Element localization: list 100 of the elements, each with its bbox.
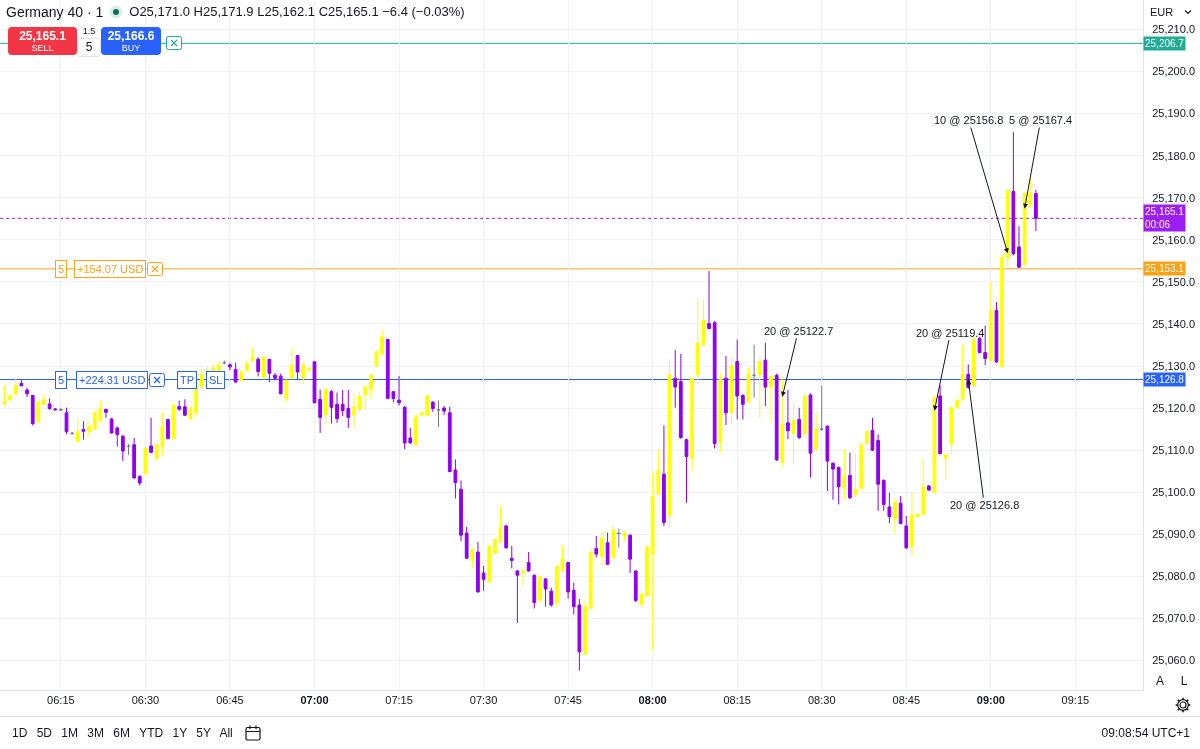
- candlestick: [876, 433, 880, 512]
- candlestick: [233, 362, 238, 384]
- candlestick: [470, 547, 475, 569]
- x-tick-label: 09:00: [976, 694, 1005, 707]
- candlestick: [678, 353, 683, 440]
- ref-line-label: 25,153.1: [1145, 263, 1185, 274]
- candlestick: [464, 526, 469, 560]
- candlestick: [543, 577, 548, 608]
- candlestick: [667, 358, 672, 529]
- candlestick: [988, 280, 993, 362]
- candlestick: [808, 392, 813, 479]
- candlestick: [864, 429, 869, 446]
- candlestick: [87, 421, 91, 439]
- x-tick-label: 07:45: [554, 694, 582, 707]
- candlestick: [177, 400, 182, 412]
- y-tick-label: 25,110.0: [1152, 444, 1195, 457]
- candlestick: [893, 498, 897, 535]
- candlestick: [250, 347, 255, 363]
- candlestick: [211, 365, 215, 372]
- y-tick-label: 25,170.0: [1152, 191, 1196, 204]
- candlestick: [673, 349, 678, 409]
- candlestick: [769, 374, 773, 422]
- candlestick: [306, 367, 311, 371]
- candlestick: [104, 408, 108, 419]
- candlestick: [870, 417, 875, 452]
- candlestick: [290, 347, 294, 380]
- x-tick-label: 08:15: [723, 694, 751, 707]
- y-tick-label: 25,070.0: [1152, 612, 1196, 625]
- candlestick: [938, 384, 942, 455]
- candlestick: [436, 400, 441, 428]
- annotation: +224.31 USD: [79, 374, 146, 386]
- candlestick: [904, 515, 909, 550]
- annotation: 25,165.1: [18, 29, 67, 43]
- chart-title: Germany 40 · 1: [6, 3, 104, 21]
- candlestick: [42, 393, 46, 407]
- candlestick: [267, 358, 272, 383]
- candlestick: [842, 448, 847, 500]
- candlestick: [836, 466, 841, 505]
- candlestick: [256, 356, 260, 378]
- candlestick: [284, 379, 289, 403]
- candlestick: [13, 378, 18, 396]
- x-tick-label: 06:45: [216, 694, 244, 707]
- text: 1D 5D 1M 3M 6M YTD 1Y 5Y All: [12, 726, 233, 740]
- candlestick: [1000, 254, 1004, 369]
- annotation: 20 @ 25126.8: [950, 499, 1020, 511]
- annotation: 25,166.6: [106, 29, 156, 43]
- candlestick: [724, 355, 728, 426]
- candlestick: [628, 533, 632, 574]
- candlestick: [183, 398, 187, 417]
- x-tick-label: 08:00: [638, 694, 667, 707]
- x-tick-label: 09:15: [1061, 694, 1090, 707]
- y-tick-label: 25,130.0: [1152, 359, 1196, 372]
- candlestick: [504, 524, 509, 550]
- candlestick: [126, 443, 131, 456]
- x-tick-label: 06:15: [47, 694, 75, 707]
- candlestick: [662, 424, 666, 527]
- candlestick: [848, 452, 852, 500]
- x-tick-label: 08:45: [892, 694, 921, 707]
- annotation: 10 @ 25156.8: [934, 114, 1004, 126]
- y-tick-label: 25,180.0: [1152, 149, 1196, 162]
- candlestick: [357, 392, 362, 414]
- y-tick-label: 25,090.0: [1152, 528, 1196, 541]
- candlestick: [261, 355, 266, 379]
- candlestick: [273, 372, 277, 381]
- candlestick: [814, 412, 818, 451]
- candlestick: [690, 377, 694, 472]
- candlestick: [955, 397, 959, 410]
- candlestick: [521, 568, 525, 586]
- candlestick: [656, 449, 661, 496]
- candlestick: [216, 361, 221, 373]
- y-tick-label: 25,210.0: [1152, 23, 1196, 36]
- candlestick: [605, 532, 610, 566]
- candlestick: [397, 375, 401, 407]
- candlestick: [763, 342, 768, 407]
- y-tick-label: 25,060.0: [1152, 654, 1196, 667]
- candlestick: [881, 478, 886, 512]
- candlestick: [487, 544, 492, 584]
- annotation: 20 @ 25122.7: [764, 325, 834, 337]
- y-tick-label: 25,160.0: [1152, 233, 1196, 246]
- y-tick-label: 25,140.0: [1152, 317, 1196, 330]
- x-tick-label: 06:30: [131, 694, 160, 707]
- candlestick: [532, 574, 537, 609]
- y-tick-label: 25,120.0: [1152, 401, 1196, 414]
- candlestick: [120, 434, 125, 462]
- candlestick: [718, 372, 723, 454]
- candlestick: [549, 587, 554, 608]
- candlestick: [943, 453, 948, 481]
- annotation: BUY: [120, 43, 142, 53]
- candlestick: [859, 442, 864, 490]
- y-tick-label: 25,100.0: [1152, 486, 1196, 499]
- candlestick: [335, 392, 339, 424]
- candlestick: [75, 418, 80, 444]
- annotation: +154.07 USD: [77, 263, 144, 275]
- annotation: 5: [58, 374, 65, 386]
- candlestick: [239, 369, 244, 383]
- quantity-field: 5: [77, 38, 101, 57]
- buy-button: 25,166.6 BUY: [101, 27, 161, 55]
- candlestick: [853, 452, 858, 499]
- candlestick: [278, 373, 283, 395]
- candlestick: [972, 335, 976, 387]
